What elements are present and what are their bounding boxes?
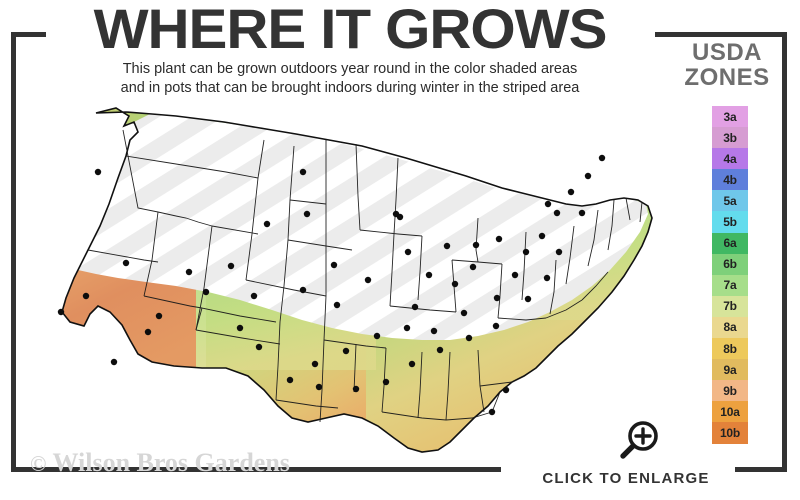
frame-border-top-left bbox=[11, 32, 46, 37]
frame-border-bottom-right bbox=[735, 467, 787, 472]
legend-zone-9a: 9a bbox=[712, 359, 748, 381]
state-boundaries bbox=[87, 129, 643, 423]
map-container[interactable] bbox=[26, 100, 666, 460]
legend-zone-7b: 7b bbox=[712, 295, 748, 317]
legend-zone-6a: 6a bbox=[712, 232, 748, 254]
copyright-symbol: © bbox=[30, 451, 47, 476]
legend-zone-8a: 8a bbox=[712, 316, 748, 339]
usda-zone-legend: 3a 3b 4a 4b 5a 5b 6a 6b 7a 7b 8a 8b 9a 9b 10a 10b bbox=[712, 106, 748, 444]
legend-zone-4a: 4a bbox=[712, 148, 748, 170]
legend-zone-6b: 6b bbox=[712, 253, 748, 275]
subtitle-line-2: and in pots that can be brought indoors … bbox=[120, 80, 580, 96]
usa-zone-map-svg[interactable] bbox=[26, 100, 666, 460]
legend-heading-line-2: ZONES bbox=[684, 64, 770, 91]
legend-heading: USDA ZONES bbox=[668, 40, 786, 90]
subtitle-line-1: This plant can be grown outdoors year ro… bbox=[122, 61, 578, 77]
map-landmass bbox=[61, 107, 653, 453]
page-title: WHERE IT GROWS bbox=[93, 0, 608, 60]
subtitle: This plant can be grown outdoors year ro… bbox=[30, 60, 670, 98]
legend-zone-10a: 10a bbox=[712, 401, 748, 423]
magnifier-plus-icon[interactable] bbox=[615, 418, 663, 462]
frame-border-bottom-left bbox=[11, 467, 501, 472]
legend-zone-9b: 9b bbox=[712, 380, 748, 402]
frame-border-left bbox=[11, 32, 16, 472]
frame-border-top-right bbox=[655, 32, 787, 37]
watermark: © Wilson Bros Gardens bbox=[30, 448, 290, 478]
legend-zone-3b: 3b bbox=[712, 127, 748, 149]
legend-zone-5a: 5a bbox=[712, 190, 748, 212]
legend-zone-4b: 4b bbox=[712, 169, 748, 191]
click-to-enlarge-label[interactable]: CLICK TO ENLARGE bbox=[542, 470, 710, 487]
legend-zone-8b: 8b bbox=[712, 338, 748, 360]
legend-zone-3a: 3a bbox=[712, 106, 748, 128]
legend-zone-7a: 7a bbox=[712, 274, 748, 296]
watermark-text: Wilson Bros Gardens bbox=[52, 448, 290, 477]
city-dots bbox=[57, 154, 606, 416]
legend-zone-10b: 10b bbox=[712, 422, 748, 444]
frame-border-right bbox=[782, 32, 787, 472]
legend-heading-line-1: USDA bbox=[691, 39, 762, 66]
legend-zone-5b: 5b bbox=[712, 211, 748, 233]
